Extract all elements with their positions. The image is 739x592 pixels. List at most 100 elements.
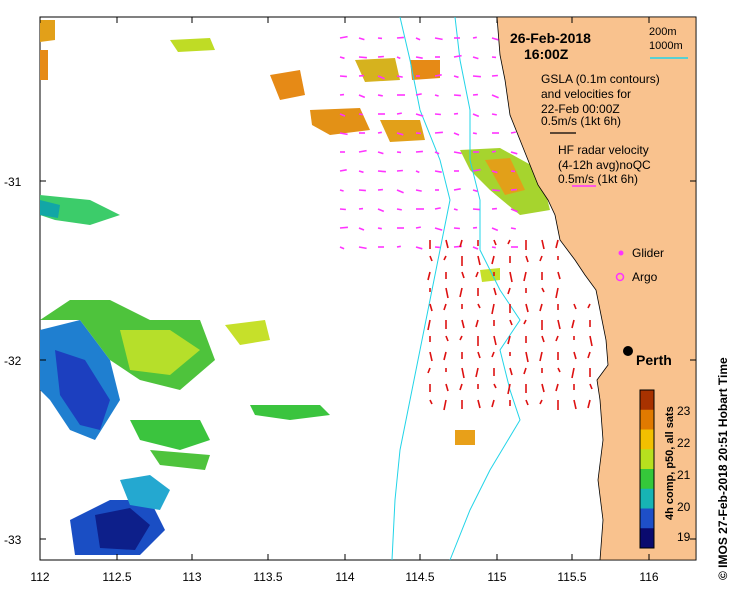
gsla-velocity-arrows <box>339 35 518 250</box>
colorbar-segment <box>640 488 654 509</box>
hf-radar-arrows <box>427 239 593 411</box>
x-tick-112: 112 <box>30 570 50 584</box>
hf-arrow <box>477 303 481 309</box>
gsla-arrow <box>396 56 401 60</box>
gsla-arrow <box>491 37 499 41</box>
hf-arrow <box>571 319 575 329</box>
hf-arrow <box>509 271 513 283</box>
hf-arrow <box>509 367 513 376</box>
gsla-arrow <box>415 113 424 117</box>
gsla-arrow <box>434 170 442 173</box>
cbar-tick-23: 23 <box>677 404 691 418</box>
gsla-arrow <box>453 94 461 97</box>
cbar-tick-19: 19 <box>677 530 691 544</box>
hf-arrow <box>507 383 511 395</box>
gsla-arrow <box>472 113 480 118</box>
hf-arrow <box>541 335 545 343</box>
gsla-arrow <box>415 93 422 96</box>
gsla-arrow <box>358 227 365 231</box>
hf-arrow <box>429 303 433 312</box>
gsla-arrow <box>491 170 498 174</box>
hf-arrow <box>555 287 559 299</box>
hf-arrow <box>555 383 559 392</box>
gsla-arrow <box>339 226 348 229</box>
gsla-arrow <box>453 208 458 211</box>
hf-arrow <box>461 319 465 329</box>
gsla-arrow <box>339 113 346 117</box>
hf-arrow <box>523 319 527 325</box>
gsla-arrow <box>434 74 442 77</box>
hf-arrow <box>555 239 559 249</box>
glider-icon <box>618 250 624 256</box>
hf-arrow <box>459 383 463 391</box>
hf-arrow <box>525 351 529 363</box>
gsla-arrow <box>358 246 367 250</box>
hf-arrow <box>491 303 495 315</box>
hf-arrow <box>525 399 529 406</box>
colorbar-label: 4h comp, p50, all sats <box>664 406 676 520</box>
hf-arrow <box>493 383 497 389</box>
x-tick-112-5: 112.5 <box>102 570 132 584</box>
gsla-arrow <box>415 246 423 250</box>
hf-arrow <box>589 335 593 347</box>
gsla-arrow <box>472 56 479 60</box>
hf-arrow <box>525 303 529 313</box>
gsla-arrow <box>472 36 477 39</box>
hf-arrow <box>491 399 495 408</box>
gsla-arrow <box>377 131 382 134</box>
perth-marker <box>623 346 633 356</box>
gsla-arrow <box>339 189 344 192</box>
gsla-arrow <box>453 151 462 155</box>
gsla-arrow <box>434 227 443 231</box>
gsla-arrow <box>396 132 404 136</box>
hf-arrow <box>491 351 495 358</box>
y-tick-32: -32 <box>4 354 22 368</box>
gsla-arrow <box>491 94 499 99</box>
colorbar-segment <box>640 449 654 470</box>
cbar-tick-20: 20 <box>677 500 691 514</box>
colorbar-frame <box>639 389 655 549</box>
hf-arrow <box>541 287 545 293</box>
colorbar-segment <box>640 409 654 430</box>
hf-arrow <box>427 271 431 281</box>
gsla-arrow <box>453 75 459 79</box>
gsla-arrow <box>358 189 366 192</box>
hf-arrow <box>445 239 449 249</box>
x-tick-116: 116 <box>639 570 659 584</box>
hf-arrow <box>443 399 447 411</box>
gsla-arrow <box>358 113 363 116</box>
x-tick-113-5: 113.5 <box>253 570 283 584</box>
hf-arrow <box>427 367 431 374</box>
y-tick-31: -31 <box>4 175 22 189</box>
gsla-arrow <box>415 189 422 192</box>
hf-arrow <box>507 335 511 345</box>
gsla-arrow <box>339 75 347 78</box>
hf-arrow <box>477 399 481 409</box>
perth-label: Perth <box>636 352 672 368</box>
hf-arrow <box>539 399 543 405</box>
gsla-arrow <box>377 208 385 213</box>
hf-arrow <box>571 367 575 379</box>
hf-arrow <box>445 287 449 299</box>
gsla-arrow <box>339 246 345 250</box>
gsla-arrow <box>396 245 401 248</box>
gsla-arrow <box>510 227 516 230</box>
hf-legend-scale: 0.5m/s (1kt 6h) <box>558 172 639 186</box>
hf-arrow <box>459 239 463 248</box>
hf-arrow <box>557 271 561 280</box>
hf-arrow <box>493 287 497 296</box>
hf-arrow <box>429 255 433 262</box>
hf-arrow <box>573 351 577 360</box>
hf-arrow <box>477 351 481 359</box>
hf-arrow <box>459 287 463 298</box>
gsla-arrow <box>434 131 443 134</box>
hf-arrow <box>443 303 447 311</box>
hf-arrow <box>491 255 495 265</box>
date-label: 26-Feb-2018 <box>510 30 591 46</box>
credit-line: © IMOS 27-Feb-2018 20:51 Hobart Time <box>716 357 730 580</box>
hf-arrow <box>541 239 545 250</box>
contour-legend-1000: 1000m <box>649 40 683 52</box>
glider-label: Glider <box>632 246 665 260</box>
hf-arrow <box>507 287 511 295</box>
x-tick-115: 115 <box>487 570 507 584</box>
